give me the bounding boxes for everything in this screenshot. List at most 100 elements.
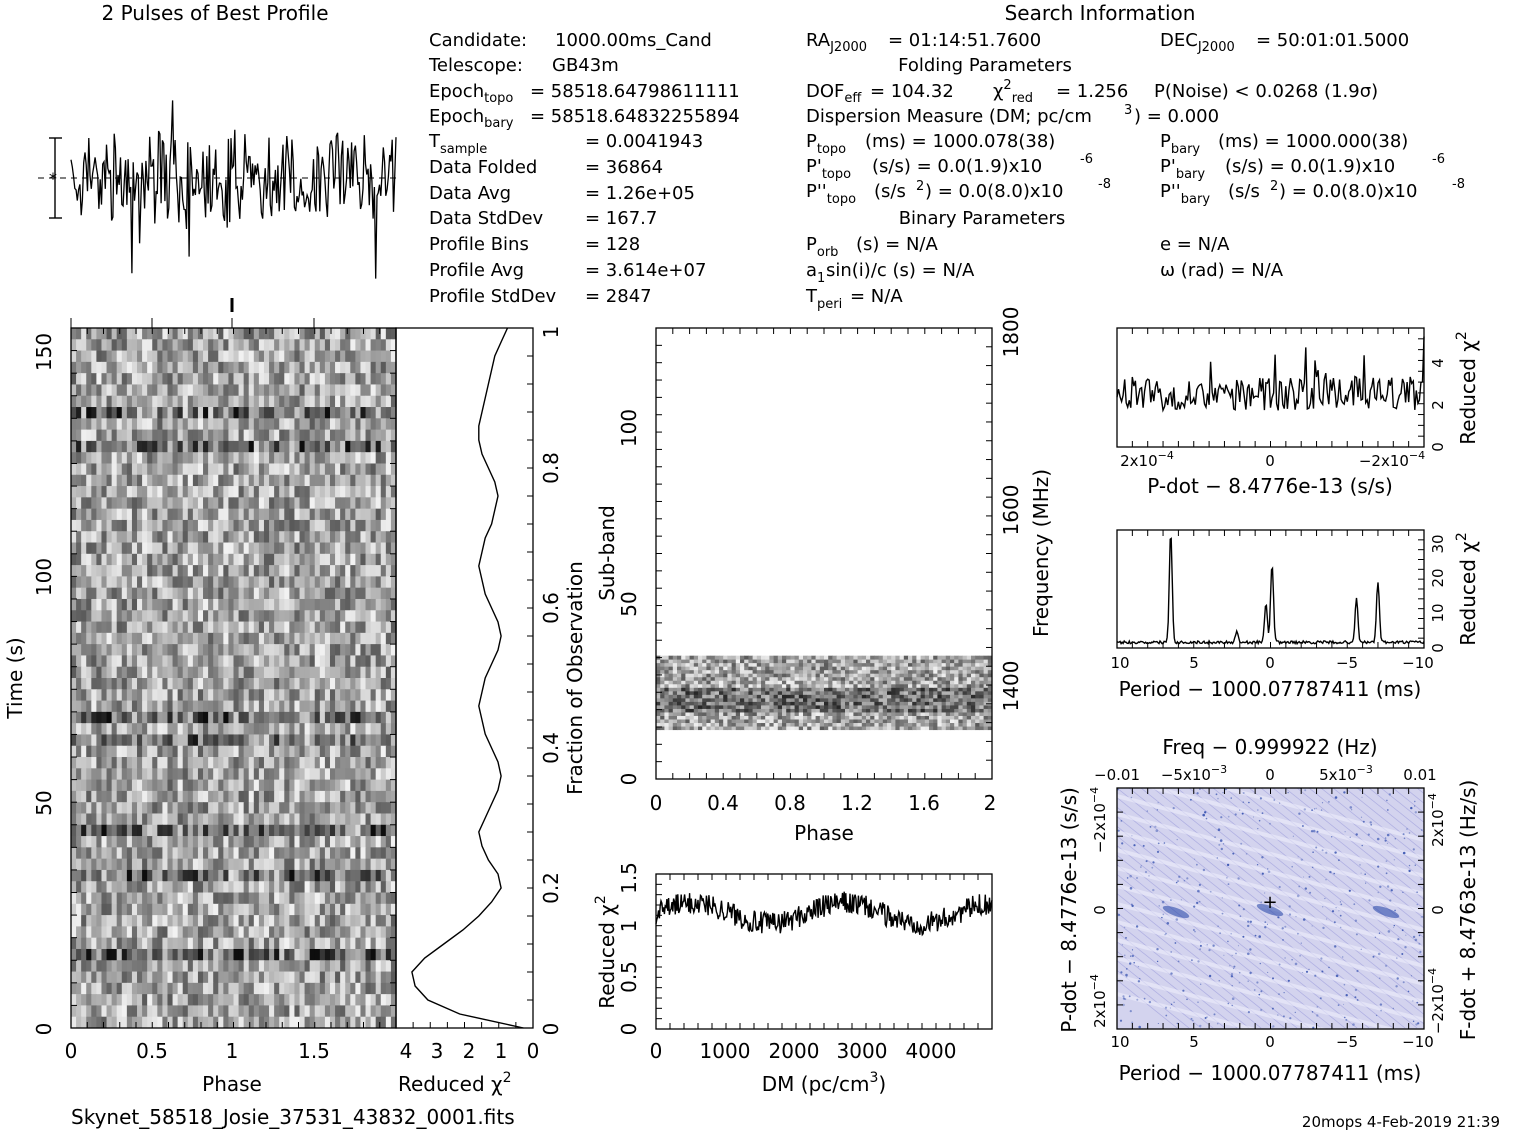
subband-cell <box>861 701 867 706</box>
time-phase-cell <box>319 858 326 871</box>
time-phase-cell <box>131 915 138 927</box>
time-phase-cell <box>248 395 255 408</box>
time-phase-cell <box>279 802 285 814</box>
time-phase-cell <box>233 339 240 351</box>
time-phase-cell <box>213 915 219 927</box>
time-phase-cell <box>126 723 133 735</box>
time-phase-cell <box>390 418 397 431</box>
subband-cell <box>895 722 901 727</box>
time-phase-cell <box>253 779 260 792</box>
time-phase-cell <box>213 644 219 656</box>
time-phase-cell <box>76 926 82 939</box>
time-phase-cell <box>263 711 270 724</box>
time-phase-cell <box>101 881 108 893</box>
time-phase-cell <box>213 869 219 882</box>
time-phase-cell <box>197 858 204 871</box>
time-phase-cell <box>197 384 204 397</box>
time-phase-cell <box>187 779 194 792</box>
time-phase-cell <box>101 869 108 882</box>
time-phase-cell <box>111 598 118 611</box>
time-phase-cell <box>71 802 77 814</box>
time-phase-cell <box>71 824 77 837</box>
time-phase-cell <box>390 678 397 690</box>
time-phase-cell <box>289 915 296 927</box>
time-phase-cell <box>96 802 103 814</box>
time-phase-cell <box>121 576 128 589</box>
time-phase-cell <box>304 418 311 431</box>
time-phase-cell <box>96 711 103 724</box>
time-phase-cell <box>152 486 158 498</box>
time-phase-cell <box>86 790 92 803</box>
subband-cell <box>870 697 875 702</box>
time-phase-cell <box>304 700 311 713</box>
time-phase-cell <box>324 734 331 747</box>
time-phase-cell <box>218 847 224 860</box>
time-phase-cell <box>253 384 260 397</box>
time-phase-cell <box>111 497 118 510</box>
time-phase-cell <box>299 350 306 363</box>
time-phase-cell <box>258 565 265 577</box>
time-phase-cell <box>147 655 153 668</box>
time-phase-cell <box>228 587 235 600</box>
time-phase-cell <box>279 768 285 781</box>
time-phase-cell <box>101 734 108 747</box>
subband-cell <box>916 697 922 702</box>
time-phase-cell <box>76 1016 82 1029</box>
time-phase-cell <box>324 440 331 453</box>
time-phase-cell <box>360 621 367 634</box>
time-phase-cell <box>238 542 245 555</box>
time-phase-cell <box>269 982 275 995</box>
time-phase-cell <box>223 553 230 566</box>
time-phase-cell <box>238 858 245 871</box>
time-phase-cell <box>269 847 275 860</box>
subband-cell <box>916 712 922 716</box>
time-phase-cell <box>162 350 169 363</box>
time-phase-cell <box>289 328 296 340</box>
subband-cell <box>782 697 787 702</box>
time-phase-cell <box>253 971 260 984</box>
time-phase-cell <box>197 802 204 814</box>
time-phase-cell <box>233 790 240 803</box>
time-phase-cell <box>116 915 123 927</box>
time-phase-cell <box>116 836 123 848</box>
subband-cell <box>899 715 905 720</box>
time-phase-cell <box>91 339 97 351</box>
time-phase-cell <box>340 621 346 634</box>
time-phase-cell <box>370 395 377 408</box>
subband-cell <box>933 705 938 709</box>
time-phase-cell <box>299 915 306 927</box>
time-phase-cell <box>152 971 158 984</box>
time-phase-cell <box>142 429 148 442</box>
time-phase-cell <box>152 519 158 532</box>
time-phase-cell <box>167 666 174 679</box>
time-phase-cell <box>187 429 194 442</box>
time-phase-cell <box>350 666 356 679</box>
time-phase-cell <box>248 655 255 668</box>
subband-cell <box>731 697 737 702</box>
time-phase-cell <box>197 745 204 758</box>
subband-cell <box>807 719 812 724</box>
time-phase-cell <box>162 937 169 950</box>
time-phase-cell <box>279 350 285 363</box>
time-phase-cell <box>370 519 377 532</box>
time-phase-cell <box>213 813 219 826</box>
time-phase-cell <box>279 689 285 701</box>
time-phase-cell <box>324 486 331 498</box>
time-phase-cell <box>274 339 280 351</box>
info-profavg-label: Profile Avg <box>429 260 524 281</box>
time-phase-cell <box>299 474 306 487</box>
time-phase-cell <box>172 463 179 476</box>
subband-cell <box>790 705 796 709</box>
time-phase-cell <box>350 836 356 848</box>
time-phase-cell <box>274 373 280 385</box>
time-phase-cell <box>299 881 306 893</box>
time-phase-cell <box>324 689 331 701</box>
time-phase-cell <box>380 644 387 656</box>
time-phase-cell <box>355 700 362 713</box>
time-phase-cell <box>233 384 240 397</box>
time-phase-cell <box>203 757 209 769</box>
time-phase-cell <box>126 440 133 453</box>
time-phase-cell <box>223 960 230 972</box>
time-phase-cell <box>329 723 336 735</box>
